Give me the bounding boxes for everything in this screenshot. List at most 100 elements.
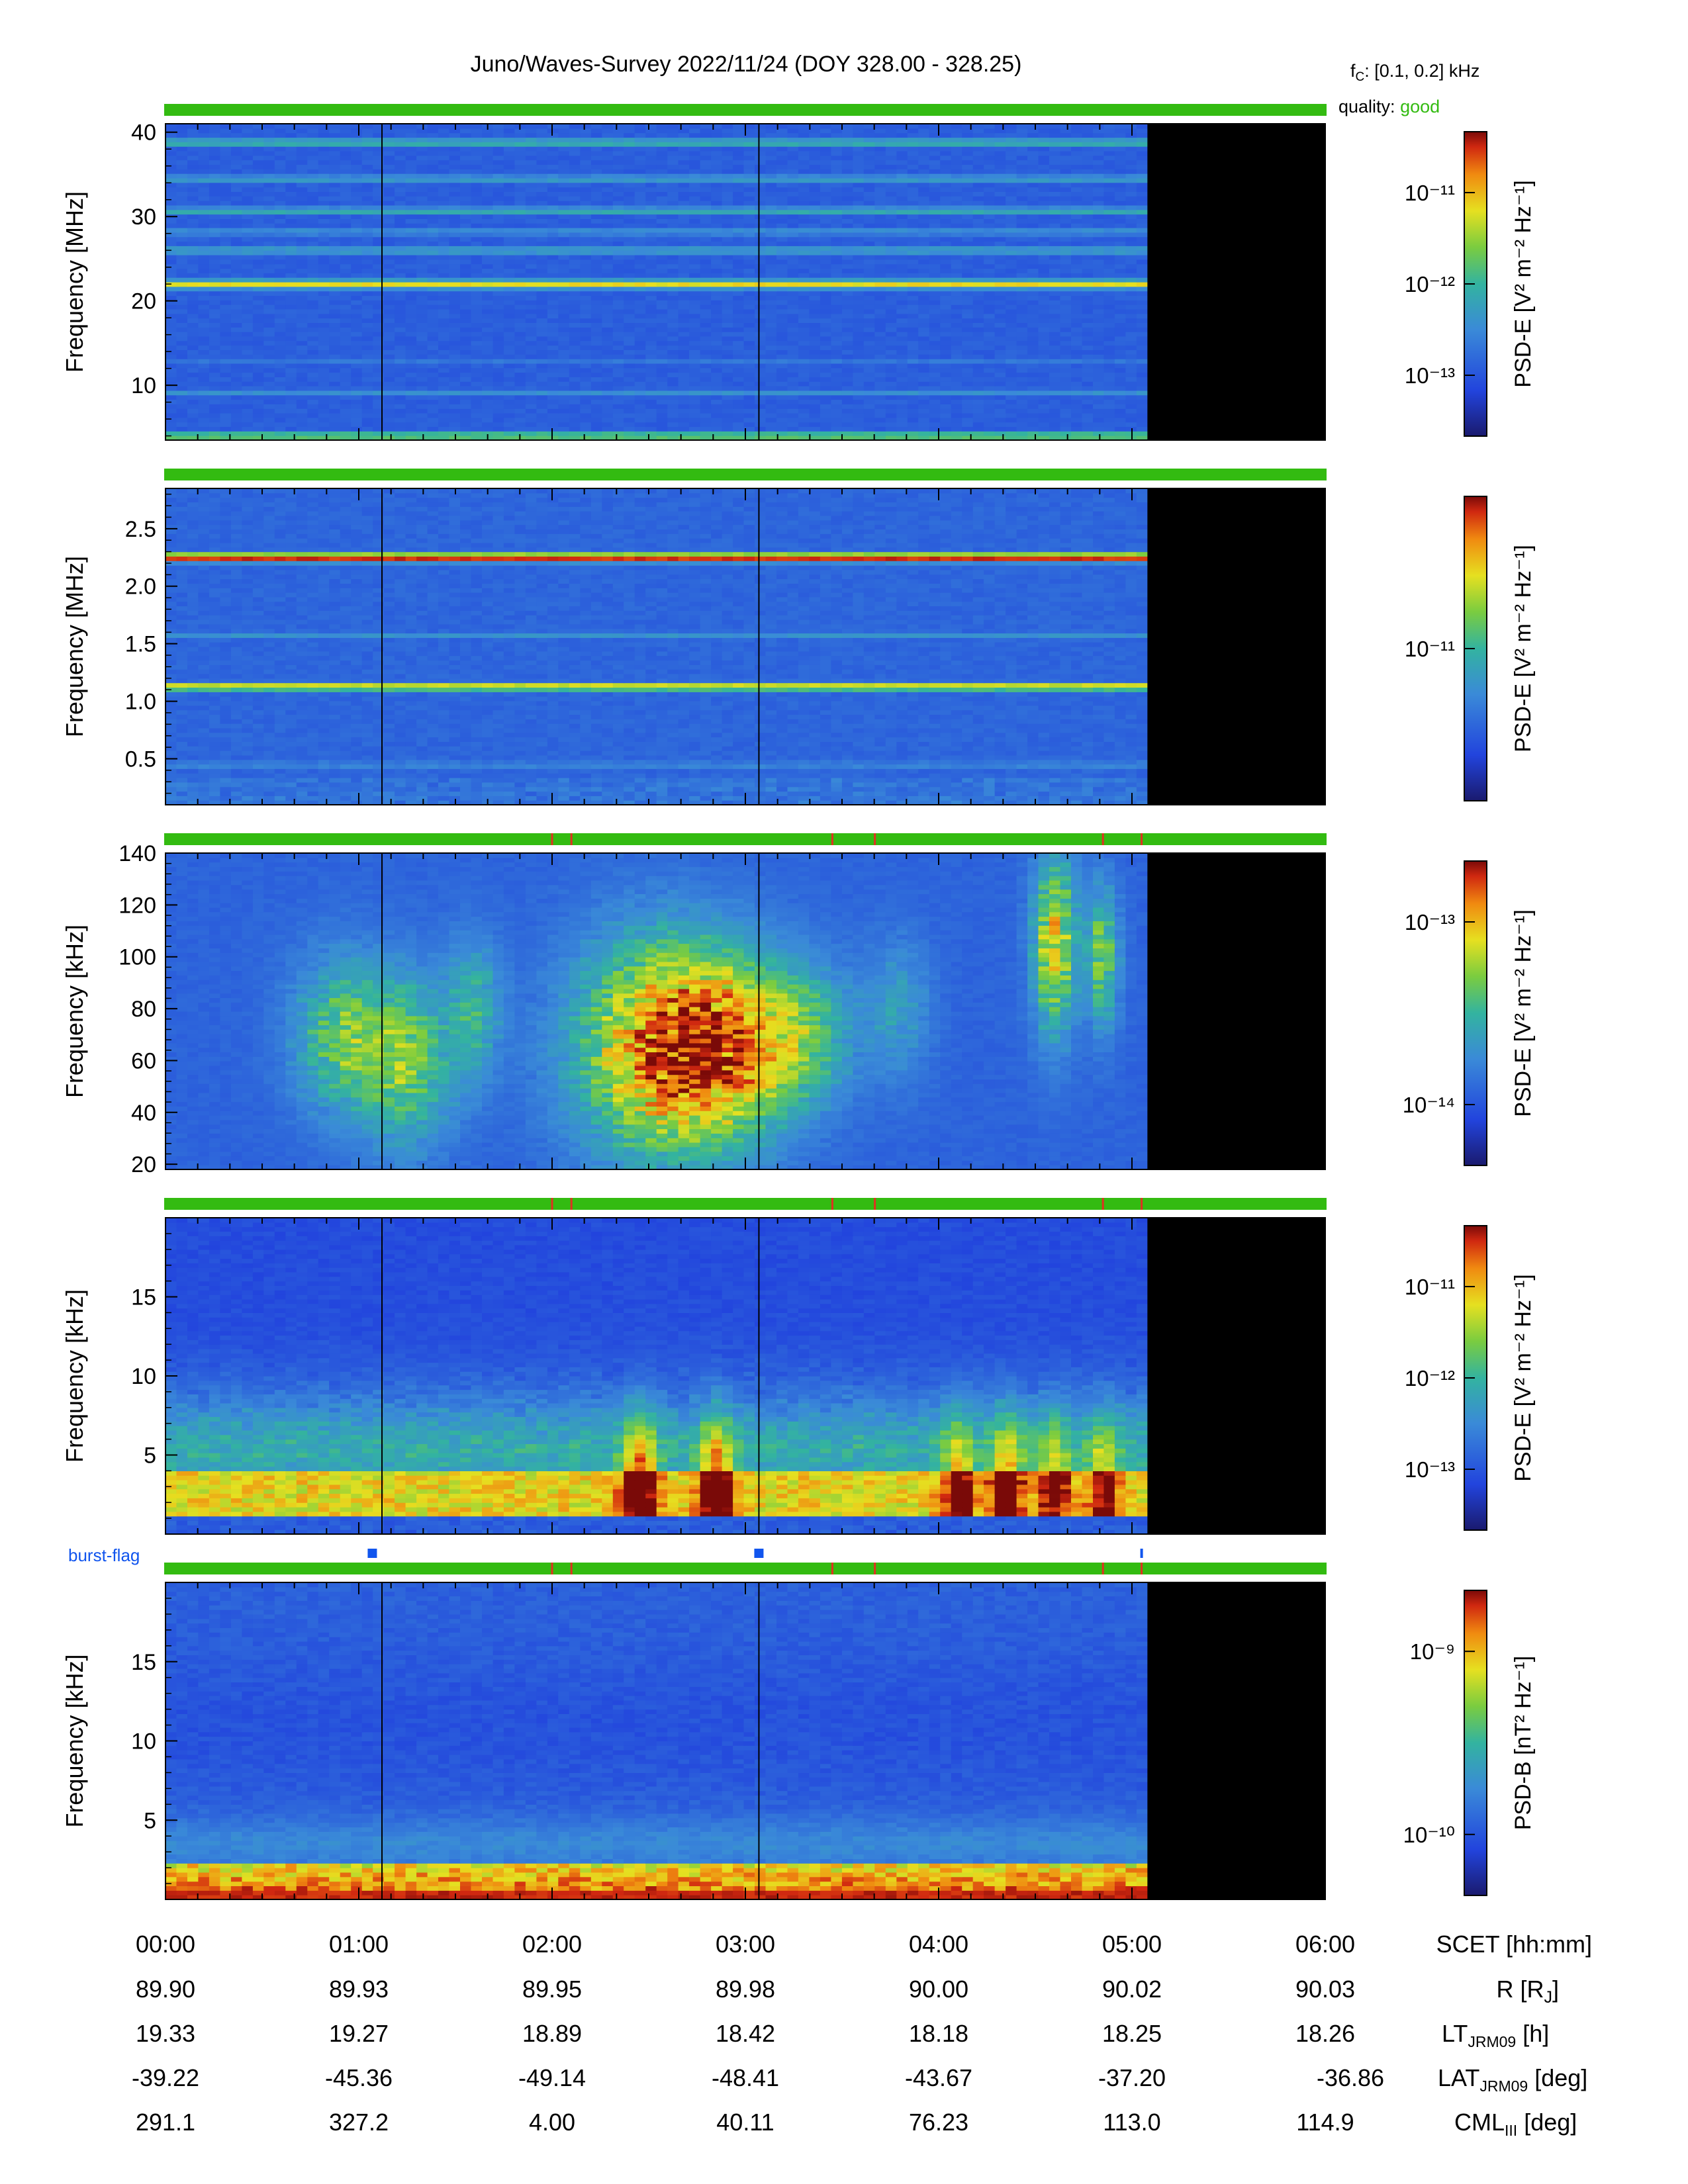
colorbar-label: PSD-E [V² m⁻² Hz⁻¹] bbox=[1511, 545, 1536, 752]
lat-value: -45.36 bbox=[325, 2064, 393, 2091]
colorbar-tick-label: 10⁻¹¹ bbox=[1405, 181, 1455, 205]
y-tick-label: 40 bbox=[131, 120, 156, 146]
cml-value: 76.23 bbox=[909, 2109, 968, 2136]
y-axis-label: Frequency [MHz] bbox=[61, 191, 88, 373]
fc-subscript: C bbox=[1356, 70, 1365, 84]
fc-label: f bbox=[1350, 61, 1356, 81]
scet-row: 00:00 01:00 02:00 03:00 04:00 05:00 06:0… bbox=[136, 1931, 1592, 1958]
quality-flag-mark bbox=[831, 833, 833, 845]
lat-value: -49.14 bbox=[518, 2064, 586, 2091]
lat-value: -36.86 bbox=[1317, 2064, 1384, 2091]
scet-value: 02:00 bbox=[522, 1931, 582, 1958]
lt-value: 19.33 bbox=[136, 2020, 195, 2047]
burst-flag-label: burst-flag bbox=[68, 1545, 140, 1565]
y-axis-label: Frequency [kHz] bbox=[61, 1289, 88, 1463]
y-tick-label: 1.5 bbox=[125, 632, 156, 657]
lat-row-label: LATJRM09 [deg] bbox=[1438, 2064, 1587, 2095]
y-axis-label: Frequency [MHz] bbox=[61, 556, 88, 737]
scet-value: 06:00 bbox=[1295, 1931, 1355, 1958]
r-value: 89.95 bbox=[522, 1976, 582, 2003]
cml-row-label: CMLIII [deg] bbox=[1454, 2109, 1577, 2139]
r-value: 89.93 bbox=[329, 1976, 389, 2003]
scet-value: 01:00 bbox=[329, 1931, 389, 1958]
cml-value: 327.2 bbox=[329, 2109, 389, 2136]
r-value: 89.98 bbox=[716, 1976, 775, 2003]
spectrogram-panel: 10 20 30 40 Frequency [MHz] 10⁻¹¹ 10⁻¹² 10⁻¹³ PS… bbox=[61, 104, 1536, 441]
y-tick-label: 10 bbox=[131, 373, 156, 398]
quality-label: quality: bbox=[1338, 97, 1395, 116]
quality-bar bbox=[164, 469, 1327, 480]
quality-flag-mark bbox=[831, 1563, 833, 1574]
quality-flag-mark bbox=[570, 833, 573, 845]
r-value: 90.02 bbox=[1102, 1976, 1162, 2003]
no-data-region bbox=[1147, 124, 1325, 440]
scet-value: 00:00 bbox=[136, 1931, 195, 1958]
y-tick-label: 120 bbox=[118, 893, 156, 918]
figure-title: Juno/Waves-Survey 2022/11/24 (DOY 328.00… bbox=[471, 52, 1022, 77]
quality-flag-mark bbox=[874, 1563, 876, 1574]
cml-value: 114.9 bbox=[1296, 2109, 1354, 2136]
cml-row: 291.1 327.2 4.00 40.11 76.23 113.0 114.9… bbox=[136, 2109, 1577, 2139]
spectrogram-cells bbox=[165, 124, 1148, 441]
colorbar bbox=[1464, 1590, 1487, 1896]
quality-bar bbox=[164, 1198, 1327, 1210]
cml-value: 4.00 bbox=[529, 2109, 575, 2136]
burst-flag-mark bbox=[367, 1549, 377, 1558]
spectrogram-panel: 5 10 15 Frequency [kHz] 10⁻⁹ 10⁻¹⁰ PSD-B [nT² … bbox=[61, 1563, 1536, 1900]
colorbar-tick-label: 10⁻¹⁰ bbox=[1403, 1823, 1455, 1847]
burst-flag-row bbox=[367, 1549, 1143, 1558]
y-tick-label: 0.5 bbox=[125, 747, 156, 772]
r-row: 89.90 89.93 89.95 89.98 90.00 90.02 90.0… bbox=[136, 1976, 1559, 2007]
quality-flag-mark bbox=[551, 1198, 553, 1210]
quality-bar bbox=[164, 104, 1327, 116]
spectrogram-panels: 10 20 30 40 Frequency [MHz] 10⁻¹¹ 10⁻¹² 10⁻¹³ PS… bbox=[61, 104, 1536, 1900]
colorbar-label: PSD-E [V² m⁻² Hz⁻¹] bbox=[1511, 909, 1536, 1117]
quality-flag-mark bbox=[874, 1198, 876, 1210]
no-data-region bbox=[1147, 1582, 1325, 1899]
cml-value: 291.1 bbox=[136, 2109, 195, 2136]
lt-value: 18.25 bbox=[1102, 2020, 1162, 2047]
y-tick-label: 30 bbox=[131, 205, 156, 230]
no-data-region bbox=[1147, 853, 1325, 1169]
scet-value: 05:00 bbox=[1102, 1931, 1162, 1958]
colorbar-tick-label: 10⁻¹¹ bbox=[1405, 1275, 1455, 1299]
colorbar-tick-label: 10⁻¹³ bbox=[1405, 363, 1455, 388]
r-value: 89.90 bbox=[136, 1976, 195, 2003]
spectrogram-cells bbox=[165, 1218, 1148, 1535]
y-tick-label: 1.0 bbox=[125, 690, 156, 715]
quality-flag-mark bbox=[1102, 1563, 1104, 1574]
spectrogram-cells bbox=[165, 1582, 1148, 1900]
y-tick-label: 15 bbox=[131, 1650, 156, 1675]
no-data-region bbox=[1147, 1218, 1325, 1534]
quality-bar bbox=[164, 833, 1327, 845]
lt-value: 18.89 bbox=[522, 2020, 582, 2047]
quality-flag-mark bbox=[570, 1198, 573, 1210]
spectrogram-cells bbox=[165, 853, 1148, 1170]
y-tick-label: 10 bbox=[131, 1729, 156, 1754]
colorbar-tick-label: 10⁻¹² bbox=[1405, 272, 1455, 296]
time-axis-table: 00:00 01:00 02:00 03:00 04:00 05:00 06:0… bbox=[132, 1931, 1592, 2139]
y-tick-label: 2.5 bbox=[125, 517, 156, 542]
spectrogram-cells bbox=[165, 488, 1148, 805]
colorbar-label: PSD-E [V² m⁻² Hz⁻¹] bbox=[1511, 180, 1536, 388]
y-tick-label: 80 bbox=[131, 997, 156, 1022]
colorbar-tick-label: 10⁻¹¹ bbox=[1405, 637, 1455, 661]
y-axis-label: Frequency [kHz] bbox=[61, 925, 88, 1098]
y-tick-label: 60 bbox=[131, 1048, 156, 1073]
quality-flag-mark bbox=[570, 1563, 573, 1574]
lt-value: 19.27 bbox=[329, 2020, 389, 2047]
quality-flag-mark bbox=[1102, 1198, 1104, 1210]
y-tick-label: 5 bbox=[144, 1443, 156, 1469]
quality-flag-mark bbox=[1141, 1198, 1143, 1210]
r-value: 90.03 bbox=[1295, 1976, 1355, 2003]
colorbar-tick-label: 10⁻⁹ bbox=[1410, 1639, 1455, 1664]
quality-flag-mark bbox=[551, 1563, 553, 1574]
scet-row-label: SCET [hh:mm] bbox=[1436, 1931, 1592, 1958]
quality-annotation: quality: good bbox=[1338, 97, 1440, 116]
lt-row-label: LTJRM09 [h] bbox=[1442, 2020, 1549, 2050]
r-row-label: R [RJ] bbox=[1496, 1976, 1559, 2007]
burst-flag-mark bbox=[754, 1549, 764, 1558]
y-tick-label: 140 bbox=[118, 841, 156, 866]
y-tick-label: 40 bbox=[131, 1101, 156, 1126]
